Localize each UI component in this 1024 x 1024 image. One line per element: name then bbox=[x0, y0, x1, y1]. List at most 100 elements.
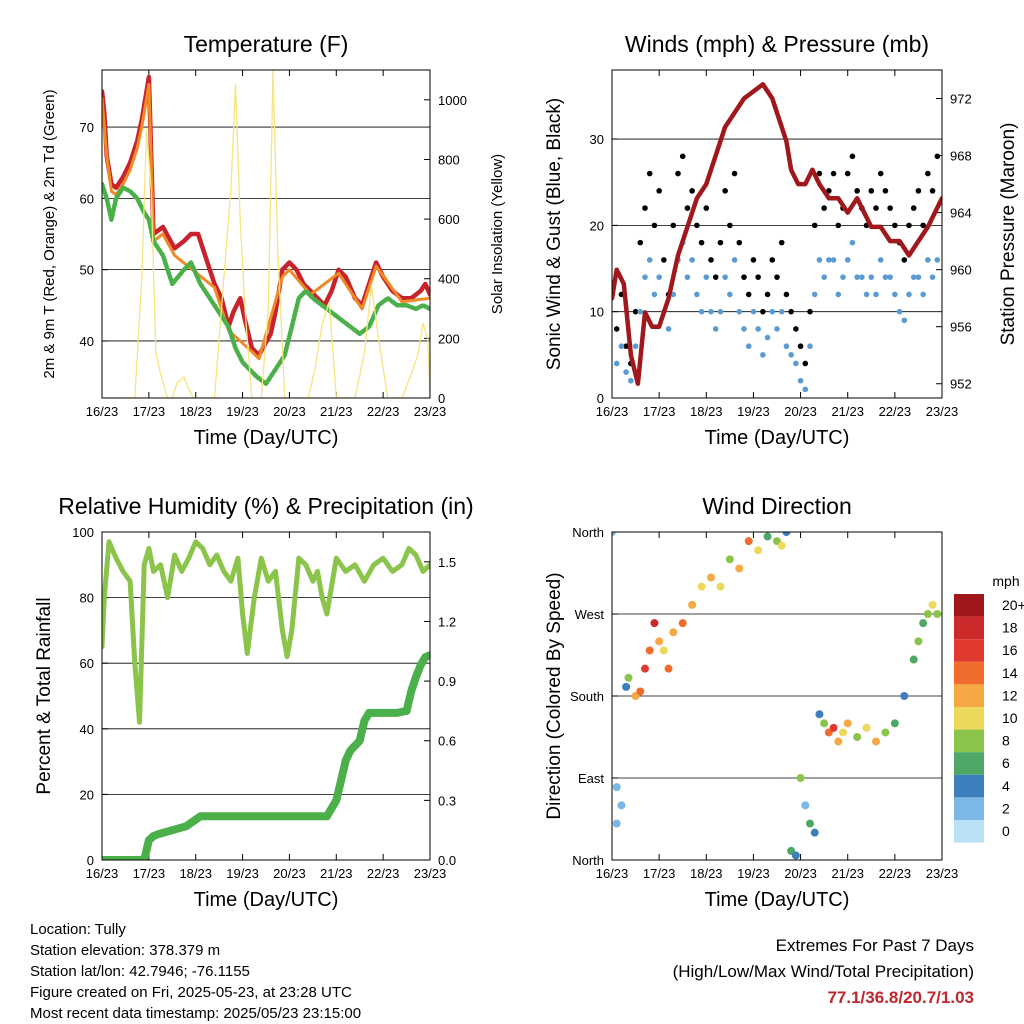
data-point bbox=[735, 564, 744, 573]
data-point bbox=[793, 360, 799, 367]
data-point bbox=[694, 291, 700, 298]
data-point bbox=[810, 828, 819, 837]
series-line bbox=[102, 70, 430, 398]
data-point bbox=[890, 719, 899, 728]
data-point bbox=[618, 343, 625, 350]
data-point bbox=[612, 783, 621, 792]
data-point bbox=[646, 170, 653, 177]
data-point bbox=[928, 600, 937, 609]
created-text: Figure created on Fri, 2025-05-23, at 23… bbox=[30, 984, 352, 1001]
y-right-tick-label: 800 bbox=[438, 152, 460, 167]
x-tick-label: 20/23 bbox=[784, 404, 817, 419]
data-point bbox=[807, 308, 813, 315]
data-point bbox=[717, 308, 724, 315]
data-point bbox=[736, 308, 743, 315]
y-right-tick-label: 0 bbox=[438, 391, 445, 406]
y-right-tick-label: 200 bbox=[438, 331, 460, 346]
data-point bbox=[859, 274, 865, 280]
colorbar-label: 14 bbox=[1002, 665, 1018, 681]
data-point bbox=[727, 291, 733, 298]
data-point bbox=[788, 308, 794, 315]
x-tick-label: 16/23 bbox=[86, 866, 119, 881]
series-line bbox=[612, 82, 942, 386]
data-point bbox=[868, 274, 875, 280]
data-point bbox=[882, 188, 889, 194]
data-point bbox=[684, 205, 691, 211]
x-tick-label: 16/23 bbox=[596, 404, 629, 419]
recent-text: Most recent data timestamp: 2025/05/23 2… bbox=[30, 1005, 362, 1022]
data-point bbox=[707, 573, 715, 582]
colorbar-swatch bbox=[954, 594, 984, 617]
data-point bbox=[764, 291, 771, 298]
data-point bbox=[802, 386, 809, 393]
data-point bbox=[650, 619, 659, 628]
y-right-tick-label: 1.2 bbox=[438, 614, 456, 629]
data-point bbox=[675, 170, 681, 177]
data-point bbox=[656, 188, 662, 194]
data-point bbox=[933, 610, 942, 618]
y-tick-label: 40 bbox=[80, 334, 94, 349]
data-point bbox=[750, 308, 757, 315]
data-point bbox=[684, 274, 691, 280]
y-tick-label: South bbox=[570, 689, 604, 704]
elevation-text: Station elevation: 378.379 m bbox=[30, 942, 221, 959]
y-right-tick-label: 968 bbox=[950, 149, 972, 164]
data-point bbox=[801, 801, 810, 810]
y-axis-label: 2m & 9m T (Red, Orange) & 2m Td (Green) bbox=[41, 89, 58, 378]
data-point bbox=[637, 239, 644, 246]
y-tick-label: 100 bbox=[72, 525, 94, 540]
data-point bbox=[915, 274, 922, 280]
y-axis-label: Percent & Total Rainfall bbox=[34, 597, 55, 794]
data-point bbox=[920, 222, 926, 229]
data-point bbox=[670, 222, 677, 229]
data-point bbox=[769, 257, 776, 263]
data-point bbox=[764, 334, 771, 341]
x-tick-label: 19/23 bbox=[737, 404, 770, 419]
series-line bbox=[102, 539, 430, 725]
data-point bbox=[877, 170, 884, 177]
extremes-description: (High/Low/Max Wind/Total Precipitation) bbox=[672, 962, 974, 981]
x-tick-label: 21/23 bbox=[831, 866, 864, 881]
x-tick-label: 19/23 bbox=[226, 866, 259, 881]
data-point bbox=[678, 619, 687, 628]
y-tick-label: East bbox=[578, 771, 604, 786]
data-point bbox=[727, 222, 733, 229]
x-tick-label: 18/23 bbox=[179, 404, 212, 419]
y-tick-label: 20 bbox=[80, 787, 94, 802]
data-point bbox=[811, 222, 818, 229]
plot-area bbox=[612, 532, 942, 860]
data-point bbox=[835, 222, 842, 229]
data-point bbox=[623, 369, 629, 375]
data-point bbox=[892, 291, 898, 298]
data-point bbox=[778, 239, 785, 246]
x-axis-label: Time (Day/UTC) bbox=[194, 889, 339, 911]
data-point bbox=[661, 257, 667, 263]
data-point bbox=[763, 532, 772, 541]
data-point bbox=[760, 352, 766, 358]
data-point bbox=[844, 257, 851, 263]
data-point bbox=[731, 257, 738, 263]
data-point bbox=[934, 257, 941, 263]
data-point bbox=[741, 274, 747, 280]
x-tick-label: 20/23 bbox=[784, 866, 817, 881]
y-tick-label: 0 bbox=[87, 853, 94, 868]
data-point bbox=[923, 610, 932, 618]
data-point bbox=[651, 222, 658, 229]
data-point bbox=[777, 541, 786, 550]
data-point bbox=[925, 170, 931, 177]
plot-frame bbox=[611, 69, 943, 399]
data-point bbox=[834, 737, 843, 746]
data-point bbox=[839, 728, 847, 737]
x-tick-label: 21/23 bbox=[320, 404, 353, 419]
data-point bbox=[929, 274, 936, 280]
data-point bbox=[840, 274, 846, 280]
x-tick-label: 21/23 bbox=[320, 866, 353, 881]
data-point bbox=[783, 291, 790, 298]
x-axis-label: Time (Day/UTC) bbox=[705, 427, 850, 449]
data-point bbox=[731, 170, 738, 177]
x-tick-label: 16/23 bbox=[596, 866, 629, 881]
data-point bbox=[849, 239, 856, 246]
x-tick-label: 23/23 bbox=[414, 404, 447, 419]
y-tick-label: 30 bbox=[590, 132, 604, 147]
data-point bbox=[929, 188, 936, 194]
